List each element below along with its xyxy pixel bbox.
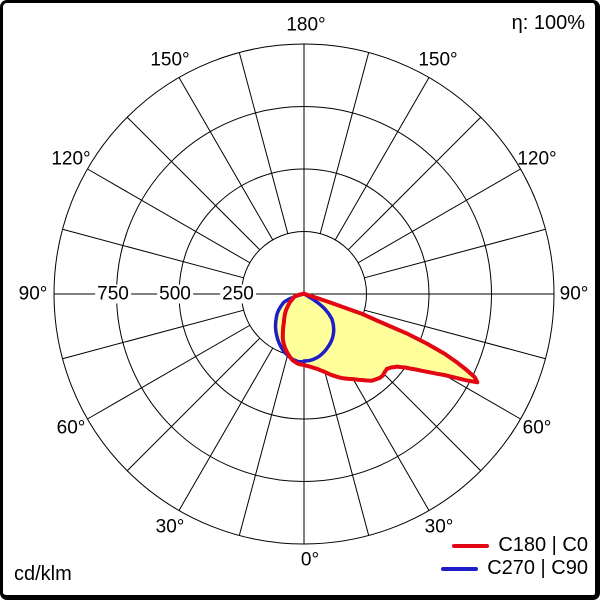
- angle-label-180: 180°: [286, 14, 326, 36]
- efficiency-label: η: 100%: [511, 12, 585, 34]
- grid-radial-line: [364, 309, 546, 360]
- curve-fill-C90: [275, 293, 334, 362]
- legend-item-c180-c0: C180 | C0: [441, 534, 588, 556]
- legend-line-red-icon: [452, 543, 490, 548]
- grid-radial-line: [347, 116, 482, 251]
- grid-radial-line: [62, 309, 244, 360]
- unit-label: cd/klm: [14, 563, 72, 585]
- angle-label-150: 150°: [150, 49, 190, 71]
- grid-radial-line: [62, 228, 244, 279]
- legend-line-blue-icon: [441, 566, 479, 571]
- grid-radial-line: [238, 52, 289, 234]
- curve-C180-C0: [280, 291, 480, 385]
- grid-radial-line: [357, 168, 521, 264]
- legend: C180 | C0 C270 | C90: [441, 534, 588, 579]
- angle-label-60: 60°: [522, 417, 552, 439]
- angle-label-60: 60°: [56, 417, 86, 439]
- polar-chart: [53, 43, 555, 545]
- grid-radial-line: [126, 116, 261, 251]
- grid-radial-line: [178, 77, 274, 241]
- grid-radial-line: [87, 324, 251, 420]
- grid-radial-line: [238, 354, 289, 536]
- grid-radial-line: [87, 168, 251, 264]
- legend-label-c270-c90: C270 | C90: [487, 557, 588, 579]
- grid-radial-line: [319, 52, 370, 234]
- grid-radial-line: [319, 354, 370, 536]
- legend-label-c180-c0: C180 | C0: [498, 534, 588, 556]
- angle-label-120: 120°: [517, 148, 557, 170]
- grid-radial-line: [334, 77, 430, 241]
- grid-radial-line: [364, 228, 546, 279]
- grid-radial-line: [178, 347, 274, 511]
- radial-scale-label-750: 750: [95, 283, 131, 305]
- angle-label-30: 30°: [424, 516, 454, 538]
- angle-label-120: 120°: [51, 148, 91, 170]
- angle-label-30: 30°: [155, 516, 185, 538]
- angle-label-90: 90°: [18, 283, 48, 305]
- angle-label-150: 150°: [418, 49, 458, 71]
- radial-scale-label-250: 250: [220, 283, 256, 305]
- angle-label-0: 0°: [300, 549, 320, 571]
- curve-C270-C90: [273, 292, 336, 364]
- radial-scale-label-500: 500: [157, 283, 193, 305]
- legend-item-c270-c90: C270 | C90: [441, 557, 588, 579]
- angle-label-90: 90°: [559, 283, 589, 305]
- grid-radial-line: [126, 337, 261, 472]
